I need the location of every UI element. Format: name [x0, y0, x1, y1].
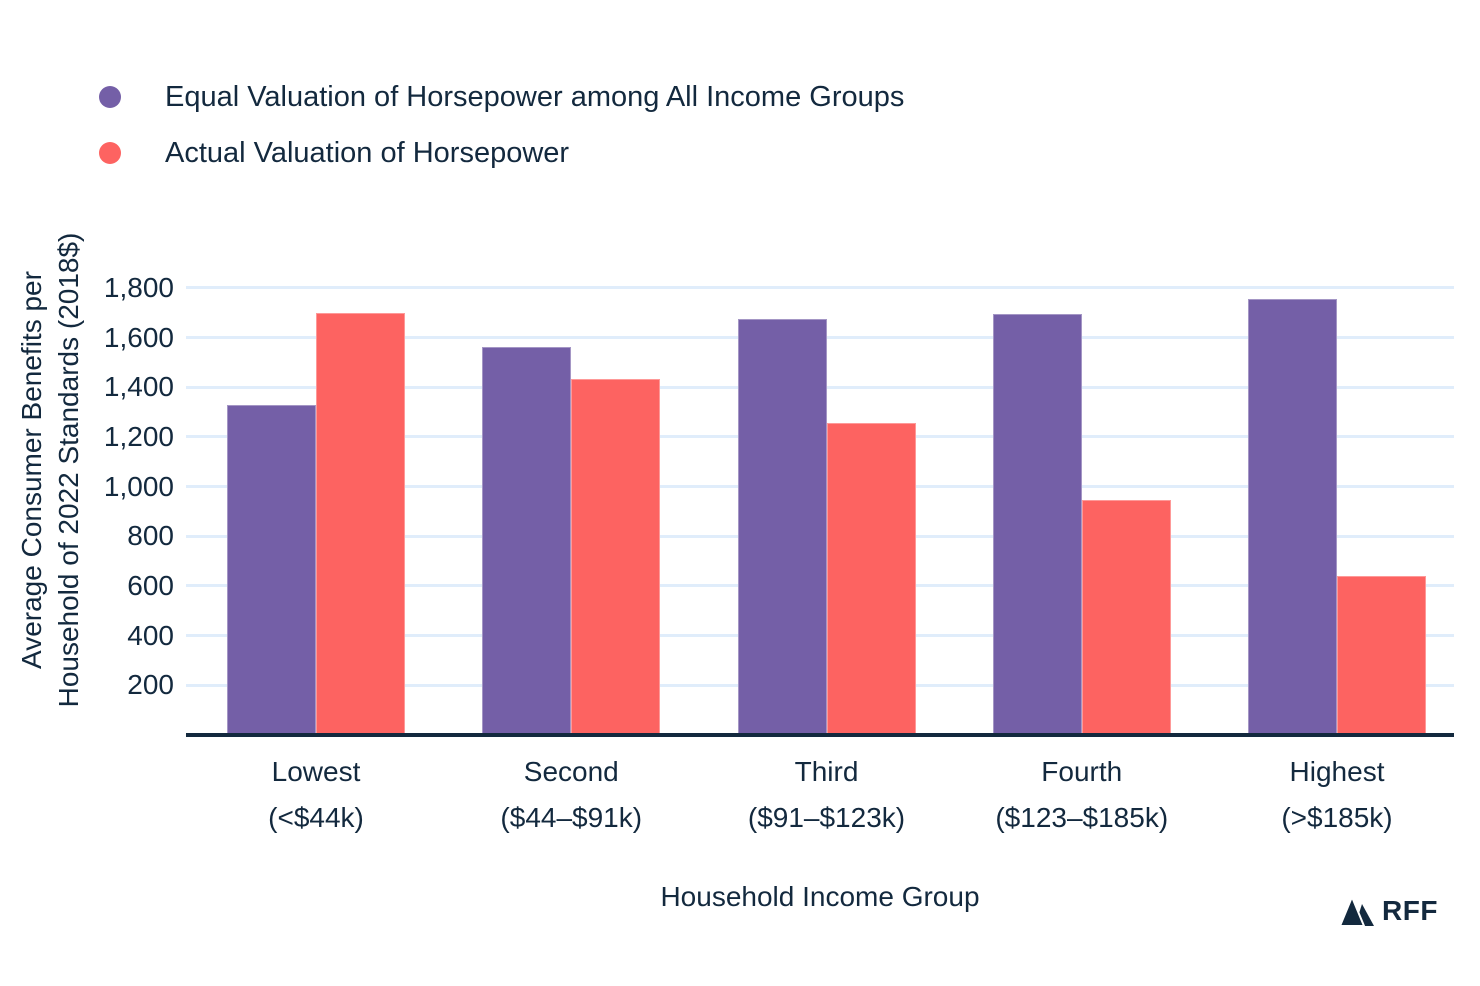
y-axis-title: Average Consumer Benefits per Household …	[16, 232, 84, 708]
bar-equal-valuation	[1248, 299, 1337, 735]
y-tick-label: 1,400	[103, 371, 174, 403]
x-tick-label-main: Lowest	[271, 756, 361, 787]
x-tick-label-fourth: Fourth ($123–$185k)	[993, 755, 1171, 835]
logo-text: RFF	[1382, 895, 1438, 926]
legend-dot-purple-icon	[99, 86, 121, 108]
bars	[186, 263, 1454, 735]
x-tick-label-second: Second ($44–$91k)	[482, 755, 660, 835]
x-tick-label-main: Fourth	[1041, 756, 1123, 787]
x-tick-label-lowest: Lowest (<$44k)	[227, 755, 405, 835]
bar-group-highest	[1248, 263, 1426, 735]
plot-area	[186, 263, 1454, 737]
bar-group-second	[482, 263, 661, 735]
x-tick-label-sub: (>$185k)	[1281, 802, 1393, 833]
bar-actual-valuation	[1337, 576, 1426, 735]
y-tick-labels: 200 400 600 800 1,000 1,200 1,400 1,600 1,800	[80, 263, 174, 735]
legend: Equal Valuation of Horsepower among All …	[99, 80, 904, 170]
x-tick-label-sub: (<$44k)	[268, 802, 364, 833]
bar-actual-valuation	[1081, 500, 1171, 735]
x-axis-title: Household Income Group	[660, 881, 980, 912]
legend-label: Equal Valuation of Horsepower among All …	[165, 81, 905, 113]
x-axis-line	[186, 733, 1454, 737]
rff-logo: RFF	[1340, 895, 1438, 927]
y-tick-label: 200	[127, 669, 174, 701]
mountain-icon	[1340, 896, 1374, 926]
bar-equal-valuation	[227, 404, 316, 735]
legend-label: Actual Valuation of Horsepower	[165, 137, 570, 169]
bar-group-lowest	[227, 263, 405, 735]
legend-item-equal-valuation: Equal Valuation of Horsepower among All …	[99, 80, 904, 114]
x-tick-label-sub: ($123–$185k)	[995, 802, 1169, 833]
y-tick-label: 800	[127, 520, 174, 552]
x-tick-label-main: Highest	[1289, 756, 1385, 787]
x-tick-label-main: Third	[794, 756, 859, 787]
bar-equal-valuation	[992, 313, 1082, 735]
bar-actual-valuation	[826, 423, 916, 735]
x-tick-label-third: Third ($91–$123k)	[738, 755, 916, 835]
legend-item-actual-valuation: Actual Valuation of Horsepower	[99, 136, 904, 170]
y-tick-label: 1,000	[103, 470, 174, 502]
y-tick-label: 600	[127, 569, 174, 601]
x-tick-label-sub: ($44–$91k)	[500, 802, 643, 833]
y-tick-label: 1,800	[103, 271, 174, 303]
legend-dot-coral-icon	[99, 142, 121, 164]
bar-equal-valuation	[482, 347, 572, 735]
bar-group-third	[737, 263, 916, 735]
x-tick-label-main: Second	[523, 756, 619, 787]
x-tick-label-highest: Highest (>$185k)	[1248, 755, 1426, 835]
gridline	[186, 286, 1454, 290]
bar-actual-valuation	[571, 378, 661, 735]
y-tick-label: 1,600	[103, 321, 174, 353]
y-tick-label: 1,200	[103, 420, 174, 452]
bar-group-fourth	[992, 263, 1171, 735]
y-tick-label: 400	[127, 619, 174, 651]
x-tick-label-sub: ($91–$123k)	[747, 802, 906, 833]
bar-actual-valuation	[316, 312, 405, 735]
bar-equal-valuation	[737, 318, 827, 735]
x-tick-labels: Lowest (<$44k) Second ($44–$91k) Third ($91–$…	[186, 755, 1454, 835]
